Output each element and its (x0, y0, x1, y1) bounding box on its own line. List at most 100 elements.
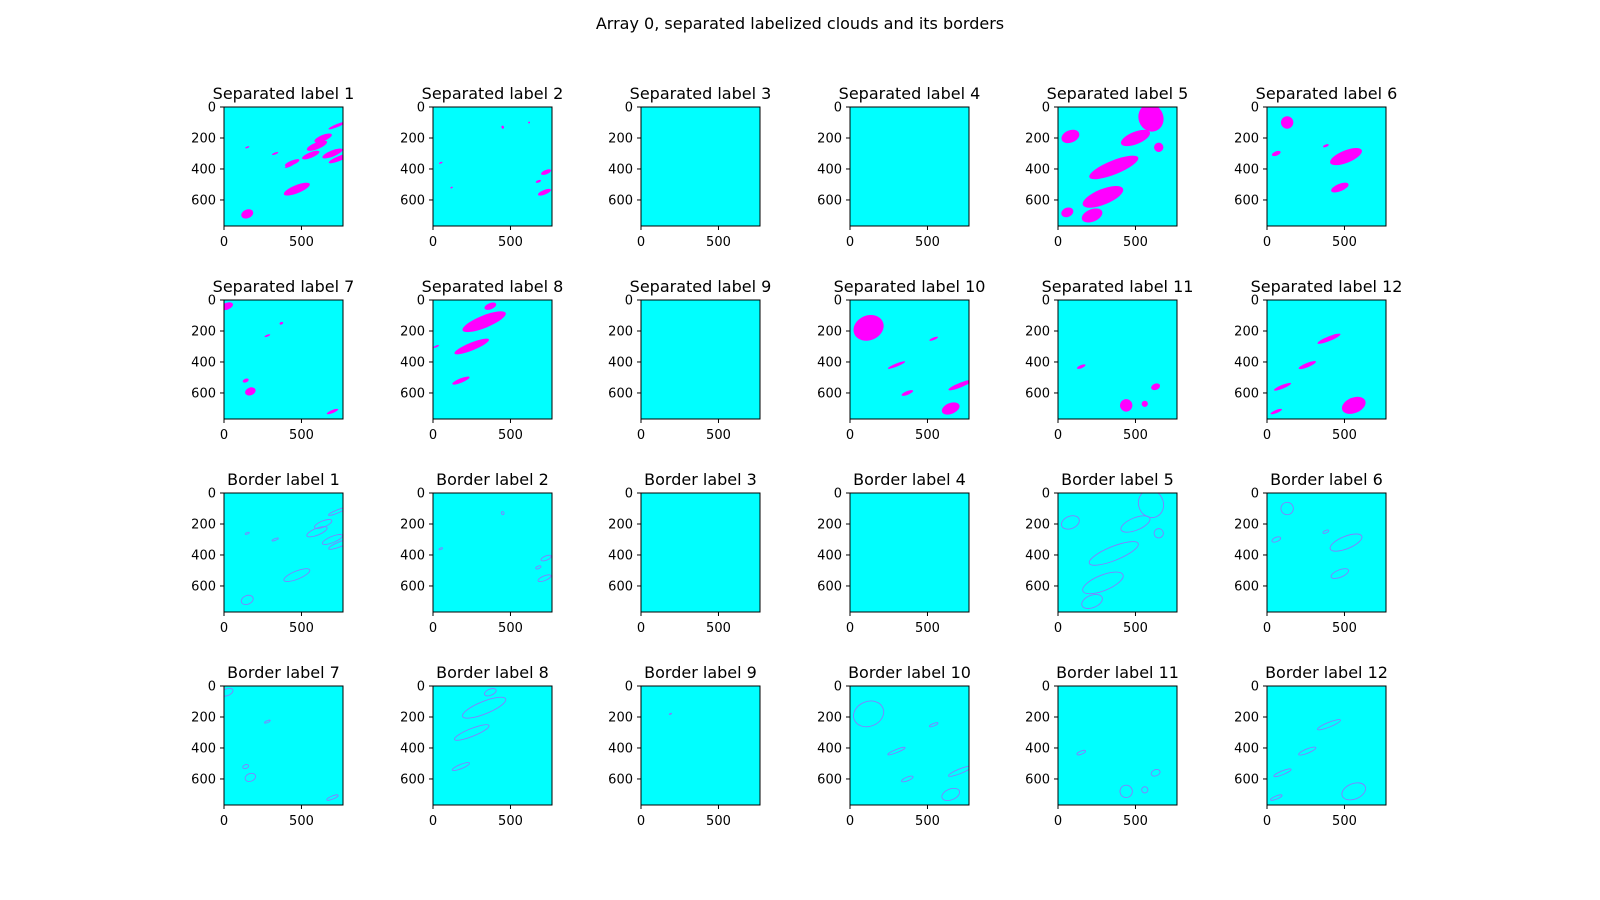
label-region-group (1271, 501, 1363, 579)
y-tick-label: 600 (400, 193, 425, 208)
x-tick-label: 500 (498, 235, 523, 250)
y-tick-label: 0 (1251, 101, 1259, 116)
cloud-region (1119, 399, 1133, 412)
x-tick-label: 500 (498, 621, 523, 636)
subplot-title: Border label 12 (1265, 663, 1388, 682)
subplot-title: Border label 8 (436, 663, 549, 682)
x-tick-label: 500 (1332, 814, 1357, 829)
subplot-title: Separated label 1 (213, 84, 355, 103)
y-tick-label: 0 (417, 487, 425, 502)
y-tick-label: 600 (1025, 193, 1050, 208)
x-tick-label: 500 (706, 428, 731, 443)
y-tick-label: 600 (400, 579, 425, 594)
y-tick-label: 0 (834, 101, 842, 116)
y-tick-label: 400 (191, 548, 216, 563)
label-region-group (1061, 107, 1164, 223)
y-tick-label: 600 (608, 386, 633, 401)
x-tick-label: 0 (220, 428, 228, 443)
y-tick-label: 0 (1251, 294, 1259, 309)
y-tick-label: 0 (208, 680, 216, 695)
x-tick-label: 0 (1263, 621, 1271, 636)
x-tick-label: 500 (289, 621, 314, 636)
y-tick-label: 400 (817, 741, 842, 756)
cloud-region (484, 302, 497, 310)
border-contour (668, 712, 673, 715)
y-tick-label: 200 (817, 517, 842, 532)
axes-frame (1266, 492, 1387, 613)
x-tick-label: 0 (637, 621, 645, 636)
y-tick-label: 600 (1025, 579, 1050, 594)
border-contour (224, 687, 234, 697)
y-tick-label: 600 (1025, 772, 1050, 787)
subplot-border-label-8: Border label 8 0 200 400 600 0 500 (400, 663, 553, 829)
x-tick-label: 0 (1263, 235, 1271, 250)
subplot-title: Border label 7 (227, 663, 340, 682)
x-tick-label: 500 (1123, 428, 1148, 443)
border-contour (1298, 746, 1317, 756)
subplot-border-label-1: Border label 1 0 200 400 600 0 500 (191, 470, 344, 636)
axes-frame (1057, 685, 1178, 806)
subplot-title: Separated label 11 (1042, 277, 1194, 296)
border-contour (853, 700, 885, 728)
y-tick-label: 600 (817, 386, 842, 401)
cloud-region (1082, 186, 1124, 208)
border-contour (1137, 493, 1165, 519)
y-tick-label: 200 (191, 324, 216, 339)
border-contour (244, 531, 250, 535)
cloud-region (1322, 144, 1329, 148)
border-contour (1273, 768, 1292, 778)
border-contour (1322, 529, 1330, 534)
y-tick-label: 200 (608, 710, 633, 725)
image-background (224, 686, 343, 805)
axes-frame (1057, 492, 1178, 613)
subplot-title: Separated label 5 (1047, 84, 1189, 103)
cloud-region (1089, 155, 1139, 180)
border-contour (314, 519, 333, 529)
subplot-title: Separated label 6 (1256, 84, 1398, 103)
cloud-region (1141, 400, 1148, 407)
y-tick-label: 200 (400, 710, 425, 725)
y-tick-label: 400 (1234, 548, 1259, 563)
axes-frame (432, 492, 553, 613)
y-tick-label: 0 (1251, 680, 1259, 695)
y-tick-label: 400 (1234, 355, 1259, 370)
y-tick-label: 400 (817, 355, 842, 370)
y-tick-label: 200 (608, 517, 633, 532)
image-background (1267, 300, 1386, 419)
x-tick-label: 0 (637, 235, 645, 250)
y-tick-label: 400 (1025, 355, 1050, 370)
border-contour (1076, 749, 1087, 756)
y-tick-label: 400 (608, 548, 633, 563)
axes-frame (849, 685, 970, 806)
border-contour (453, 724, 490, 741)
cloud-region (284, 159, 300, 167)
cloud-region (1081, 208, 1103, 223)
border-contour (1141, 786, 1149, 794)
y-tick-label: 400 (400, 355, 425, 370)
cloud-region (535, 179, 541, 183)
y-tick-label: 600 (400, 386, 425, 401)
axes-frame (640, 299, 761, 420)
y-tick-label: 0 (834, 680, 842, 695)
cloud-region (450, 186, 453, 189)
cloud-region (326, 408, 339, 415)
y-tick-label: 0 (1251, 487, 1259, 502)
y-tick-label: 0 (208, 101, 216, 116)
axes-frame (1057, 106, 1178, 227)
cloud-region (271, 151, 279, 156)
border-contour (1081, 593, 1103, 609)
x-tick-label: 500 (1332, 621, 1357, 636)
cloud-region (245, 387, 256, 396)
border-contour (948, 765, 969, 777)
y-tick-label: 0 (417, 294, 425, 309)
cloud-region (454, 338, 490, 355)
y-tick-label: 600 (608, 193, 633, 208)
subplot-title: Border label 5 (1061, 470, 1174, 489)
image-background (641, 300, 760, 419)
label-region-group (1271, 116, 1362, 193)
